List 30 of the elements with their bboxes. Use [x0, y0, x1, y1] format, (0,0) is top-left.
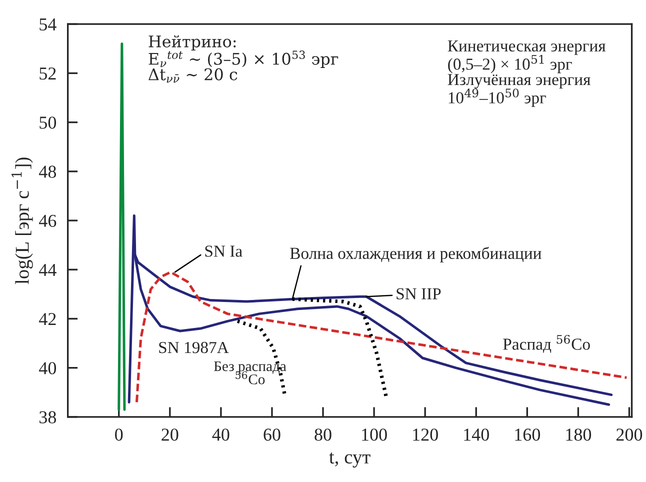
text: Нейтрино: E$_{ν}$$^{tot}$ ∼ (3–5) × 10$^{53}$ эрг Δt$_{νν̄}$ ∼ 20 с: [148, 35, 338, 83]
annotation: Волна охлаждения и рекомбинации: [290, 246, 542, 262]
x-tick-label: 120: [413, 428, 438, 441]
y-tick-label: 44: [39, 264, 56, 276]
y-tick-label: 54: [40, 18, 56, 31]
x-tick-label: 60: [264, 428, 280, 441]
annotation: SN IIP: [396, 288, 441, 300]
x-tick-label: 80: [314, 428, 332, 441]
y-tick-label: 52: [40, 68, 56, 80]
x-tick-label: 180: [566, 428, 592, 441]
y-tick-label: 42: [39, 313, 56, 325]
y-tick-label: 38: [40, 411, 56, 424]
y-axis-title: log(L [эрг с$^{−1}$]): [12, 158, 33, 284]
text: Кинетическая энергия (0,5–2) × 10$^{51}$ эрг Излучённая энергия 10$^{49}$–10$^{50}$ эрг: [448, 40, 606, 107]
x-tick-label: 40: [212, 428, 230, 441]
x-tick-label: 0: [115, 428, 123, 441]
y-tick-label: 50: [40, 116, 56, 129]
x-tick-label: 160: [515, 428, 540, 441]
annotation: SN 1987A: [159, 342, 229, 354]
y-tick-label: 46: [39, 214, 56, 227]
x-tick-label: 200: [616, 428, 642, 441]
x-axis-title: t, сут: [329, 452, 370, 468]
y-tick-label: 40: [39, 362, 56, 374]
annotation: Распад $^{56}$Co: [503, 334, 590, 353]
x-tick-label: 140: [464, 428, 489, 441]
x-tick-label: 100: [362, 428, 387, 441]
annotation: SN Ia: [205, 246, 242, 257]
y-tick-label: 48: [39, 166, 56, 178]
x-tick-label: 20: [162, 428, 178, 441]
annotation: Без распада $^{56}$Co: [214, 361, 286, 384]
